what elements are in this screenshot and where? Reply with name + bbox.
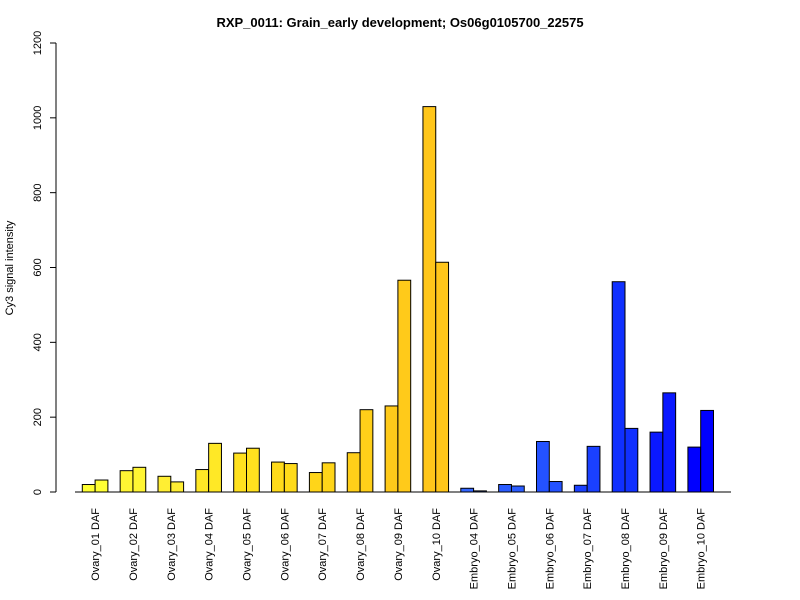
- bar-ovary-02-daf-2: [132, 466, 147, 493]
- bar-ovary-05-daf-2: [246, 447, 260, 493]
- bar-ovary-03-daf-1: [157, 475, 172, 493]
- x-tick-label: Ovary_05 DAF: [242, 508, 254, 581]
- bar-ovary-04-daf-2: [208, 442, 222, 493]
- bar-embryo-05-daf-1: [498, 484, 512, 493]
- x-tick-label: Embryo_06 DAF: [544, 508, 556, 590]
- x-tick-label: Ovary_09 DAF: [393, 508, 405, 581]
- bar-embryo-06-daf-1: [536, 440, 550, 493]
- x-tick-label: Ovary_01 DAF: [90, 508, 102, 581]
- bar-embryo-10-daf-2: [700, 409, 715, 493]
- x-tick-label: Embryo_07 DAF: [582, 508, 594, 590]
- bar-embryo-07-daf-2: [586, 445, 601, 493]
- bar-ovary-07-daf-2: [321, 462, 336, 493]
- bar-embryo-06-daf-2: [548, 481, 563, 493]
- bar-embryo-04-daf-2: [473, 490, 487, 493]
- y-tick-label: 0: [32, 489, 44, 495]
- bar-ovary-04-daf-1: [195, 469, 210, 493]
- bar-ovary-10-daf-2: [435, 261, 450, 493]
- x-tick-label: Ovary_06 DAF: [279, 508, 291, 581]
- bars-group: [81, 106, 715, 493]
- x-tick-label: Ovary_04 DAF: [204, 508, 216, 581]
- y-tick-label: 400: [32, 333, 44, 351]
- bar-embryo-05-daf-2: [510, 485, 525, 493]
- bar-embryo-04-daf-1: [460, 487, 475, 493]
- bar-embryo-07-daf-1: [573, 484, 588, 493]
- x-tick-label: Ovary_08 DAF: [355, 508, 367, 581]
- bar-ovary-01-daf-1: [81, 484, 96, 493]
- bar-embryo-08-daf-1: [611, 281, 626, 493]
- x-tick-label: Embryo_08 DAF: [620, 508, 632, 590]
- bar-ovary-09-daf-1: [384, 405, 399, 493]
- bar-ovary-08-daf-2: [359, 409, 374, 493]
- y-tick-label: 1200: [32, 31, 44, 55]
- bar-ovary-01-daf-2: [94, 479, 109, 493]
- bar-ovary-05-daf-1: [233, 452, 247, 493]
- bar-ovary-06-daf-2: [283, 463, 298, 493]
- y-tick-label: 600: [32, 258, 44, 276]
- y-axis-label: Cy3 signal intensity: [4, 220, 16, 315]
- x-tick-label: Embryo_10 DAF: [696, 508, 708, 590]
- x-tick-label: Ovary_10 DAF: [431, 508, 443, 581]
- x-tick-label: Ovary_07 DAF: [317, 508, 329, 581]
- y-tick-label: 200: [32, 408, 44, 426]
- bar-ovary-09-daf-2: [397, 279, 412, 493]
- x-tick-label: Embryo_09 DAF: [658, 508, 670, 590]
- bar-embryo-10-daf-1: [687, 446, 702, 493]
- y-tick-label: 800: [32, 183, 44, 201]
- bar-ovary-06-daf-1: [271, 461, 285, 493]
- bar-ovary-03-daf-2: [170, 481, 185, 493]
- bar-embryo-09-daf-2: [662, 392, 677, 493]
- x-tick-label: Embryo_05 DAF: [506, 508, 518, 590]
- x-tick-label: Embryo_04 DAF: [469, 508, 481, 590]
- bar-ovary-02-daf-1: [119, 470, 134, 493]
- x-axis: Ovary_01 DAF Ovary_02 DAF Ovary_03 DAF Ovar…: [75, 491, 731, 590]
- bar-embryo-09-daf-1: [649, 431, 664, 493]
- y-axis: 0 200 400 600 800 1000 1200: [32, 31, 57, 495]
- bar-ovary-07-daf-1: [308, 472, 323, 493]
- bar-ovary-10-daf-1: [422, 106, 437, 493]
- bar-embryo-08-daf-2: [624, 427, 639, 493]
- x-tick-label: Ovary_03 DAF: [166, 508, 178, 581]
- bar-ovary-08-daf-1: [346, 452, 361, 493]
- chart-title: RXP_0011: Grain_early development; Os06g…: [216, 15, 583, 30]
- y-tick-label: 1000: [32, 106, 44, 130]
- x-tick-label: Ovary_02 DAF: [128, 508, 140, 581]
